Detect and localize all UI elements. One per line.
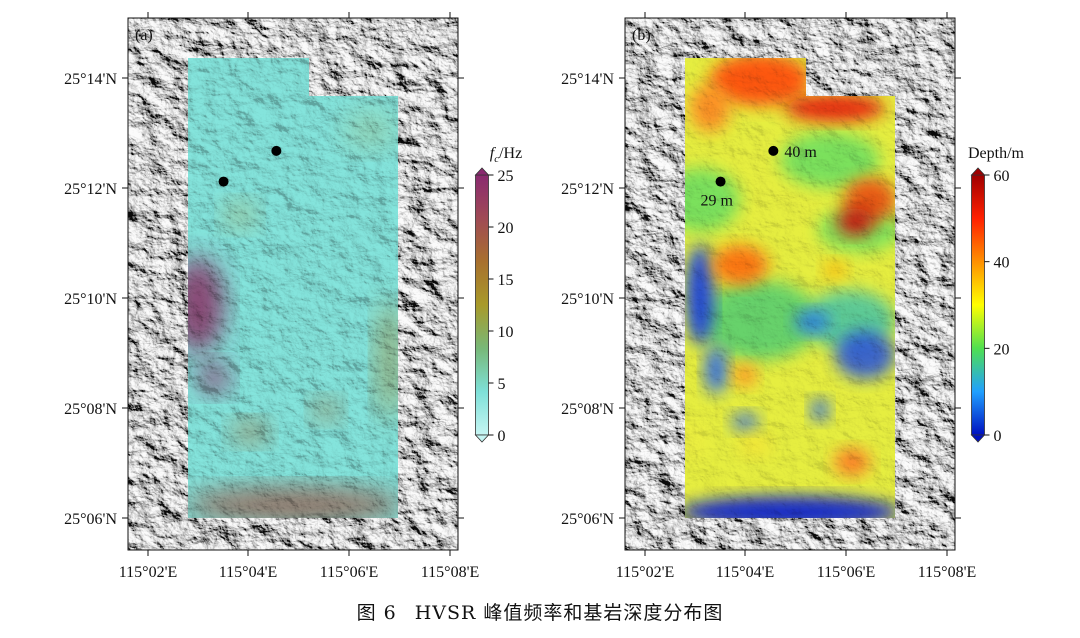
station-point bbox=[218, 176, 229, 187]
lat-tick-label: 25°14'N bbox=[64, 71, 117, 88]
colorbar-min-arrow bbox=[474, 434, 490, 443]
colorbar-tick-label: 10 bbox=[498, 324, 514, 341]
panel-b-bedrock-depth-map: 25°14'N 25°12'N 25°10'N 25°08'N 25°06'N 115°0… bbox=[561, 12, 1025, 581]
lon-tick-label: 115°02'E bbox=[616, 564, 674, 581]
colorbar-max-arrow bbox=[970, 167, 986, 176]
figure-title: HVSR 峰值频率和基岩深度分布图 bbox=[414, 602, 724, 624]
map-frame bbox=[624, 17, 956, 551]
lat-tick-label: 25°12'N bbox=[64, 181, 117, 198]
colorbar-title: fc/Hz bbox=[490, 145, 522, 165]
surface-relief-overlay bbox=[685, 58, 895, 518]
lon-tick-label: 115°02'E bbox=[119, 564, 177, 581]
panel-label: (b) bbox=[632, 27, 651, 44]
colorbar-tick-label: 5 bbox=[498, 376, 506, 393]
lat-tick-label: 25°12'N bbox=[561, 181, 614, 198]
colorbar-tick-label: 20 bbox=[498, 220, 514, 237]
colorbar-min-arrow bbox=[970, 434, 986, 443]
surface-relief-overlay bbox=[188, 58, 398, 518]
lon-tick-label: 115°06'E bbox=[320, 564, 378, 581]
panel-label: (a) bbox=[135, 27, 153, 44]
colorbar-ramp bbox=[971, 174, 985, 436]
colorbar-tick-label: 20 bbox=[994, 341, 1010, 358]
colorbar-max-arrow bbox=[474, 167, 490, 176]
panel-a-peak-frequency-map: 25°14'N 25°12'N 25°10'N 25°08'N 25°06'N 115°0… bbox=[64, 12, 522, 581]
lon-tick-label: 115°04'E bbox=[219, 564, 277, 581]
interpolated-surface bbox=[685, 58, 895, 518]
lat-tick-label: 25°08'N bbox=[561, 401, 614, 418]
graticule-ticks: 25°14'N 25°12'N 25°10'N 25°08'N 25°06'N 115°0… bbox=[561, 12, 976, 581]
colorbar-tick-label: 15 bbox=[498, 272, 514, 289]
station-point bbox=[768, 145, 779, 156]
station-depth-label: 40 m bbox=[784, 144, 817, 161]
figure-number: 图 6 bbox=[356, 602, 397, 624]
lon-tick-label: 115°08'E bbox=[421, 564, 479, 581]
lat-tick-label: 25°10'N bbox=[561, 291, 614, 308]
colorbar: 60 40 20 0 Depth/m bbox=[968, 145, 1025, 445]
station-point bbox=[271, 145, 282, 156]
colorbar-tick-label: 40 bbox=[994, 255, 1010, 272]
colorbar-title: Depth/m bbox=[968, 145, 1025, 162]
colorbar-tick-label: 25 bbox=[498, 168, 514, 185]
colorbar-ramp bbox=[475, 174, 489, 436]
station-point bbox=[715, 176, 726, 187]
figure-caption: 图 6 HVSR 峰值频率和基岩深度分布图 bbox=[0, 598, 1080, 625]
colorbar-tick-label: 0 bbox=[498, 428, 506, 445]
lon-tick-label: 115°04'E bbox=[716, 564, 774, 581]
colorbar: 25 20 15 10 5 0 fc/Hz bbox=[474, 145, 522, 445]
graticule-ticks: 25°14'N 25°12'N 25°10'N 25°08'N 25°06'N 115°0… bbox=[64, 12, 479, 581]
colorbar-tick-label: 0 bbox=[994, 428, 1002, 445]
lat-tick-label: 25°14'N bbox=[561, 71, 614, 88]
station-depth-label: 29 m bbox=[701, 193, 734, 210]
lon-tick-label: 115°06'E bbox=[817, 564, 875, 581]
lon-tick-label: 115°08'E bbox=[918, 564, 976, 581]
interpolated-surface bbox=[188, 58, 398, 518]
lat-tick-label: 25°06'N bbox=[561, 511, 614, 528]
lat-tick-label: 25°08'N bbox=[64, 401, 117, 418]
colorbar-tick-label: 60 bbox=[994, 168, 1010, 185]
lat-tick-label: 25°06'N bbox=[64, 511, 117, 528]
map-frame bbox=[127, 17, 459, 551]
lat-tick-label: 25°10'N bbox=[64, 291, 117, 308]
